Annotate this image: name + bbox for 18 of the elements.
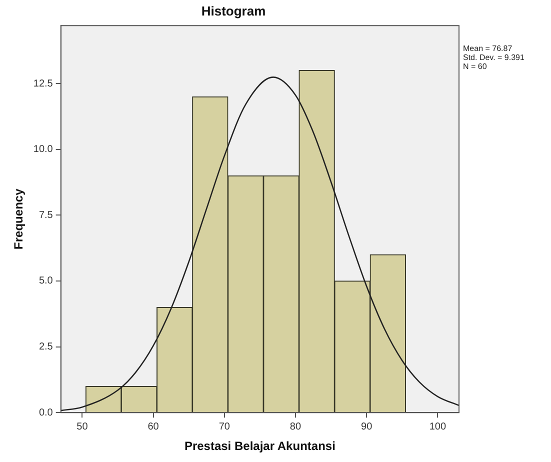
x-tick-label: 90 [361,421,373,432]
text: Mean = 76.87 [463,44,514,53]
x-tick-label: 80 [290,421,302,432]
x-tick-label: 100 [429,421,446,432]
text: Std. Dev. = 9.391 [463,53,524,62]
y-tick-label: 10.0 [33,144,54,156]
y-tick-label: 0.0 [38,407,54,418]
y-tick-label: 5.0 [38,276,54,287]
x-tick-label: 70 [218,421,230,432]
x-tick-label: 50 [76,421,88,432]
x-axis-title: Prestasi Belajar Akuntansi [184,439,336,454]
chart-title: Histogram [201,3,266,18]
text: N = 60 [463,62,488,71]
y-tick-label: 7.5 [38,210,54,221]
y-tick-label: 2.5 [38,342,54,353]
x-tick-label: 60 [148,421,160,432]
y-tick-label: 12.5 [33,78,54,90]
y-axis-title: Frequency [12,188,26,250]
